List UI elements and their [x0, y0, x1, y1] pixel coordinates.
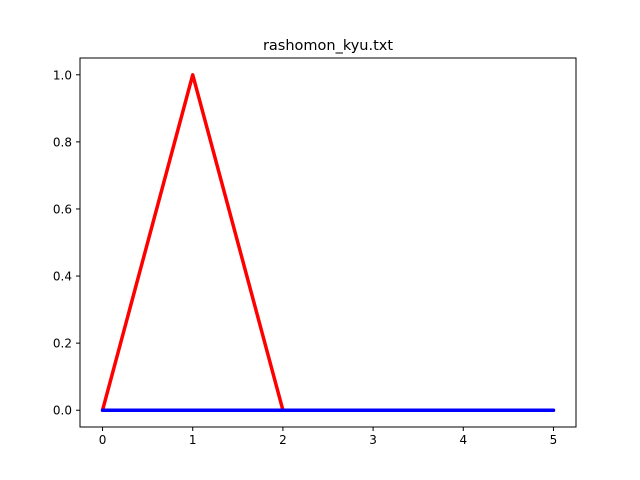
y-tick-label: 0.8 — [53, 135, 72, 149]
y-tick-label: 0.0 — [53, 404, 72, 418]
x-tick-label: 4 — [459, 433, 467, 447]
chart-title: rashomon_kyu.txt — [263, 38, 393, 54]
series-layer — [100, 73, 556, 412]
x-axis: 0 1 2 3 4 5 — [99, 427, 558, 447]
x-tick-label: 5 — [550, 433, 558, 447]
y-tick-label: 0.4 — [53, 270, 72, 284]
y-tick-label: 1.0 — [53, 68, 72, 82]
x-tick-label: 0 — [99, 433, 107, 447]
y-tick-label: 0.2 — [53, 337, 72, 351]
y-axis: 0.0 0.2 0.4 0.6 0.8 1.0 — [53, 68, 80, 418]
plot-frame — [79, 57, 577, 428]
x-tick-label: 1 — [189, 433, 197, 447]
x-tick-label: 2 — [279, 433, 287, 447]
y-tick-label: 0.6 — [53, 202, 72, 216]
x-tick-label: 3 — [369, 433, 377, 447]
